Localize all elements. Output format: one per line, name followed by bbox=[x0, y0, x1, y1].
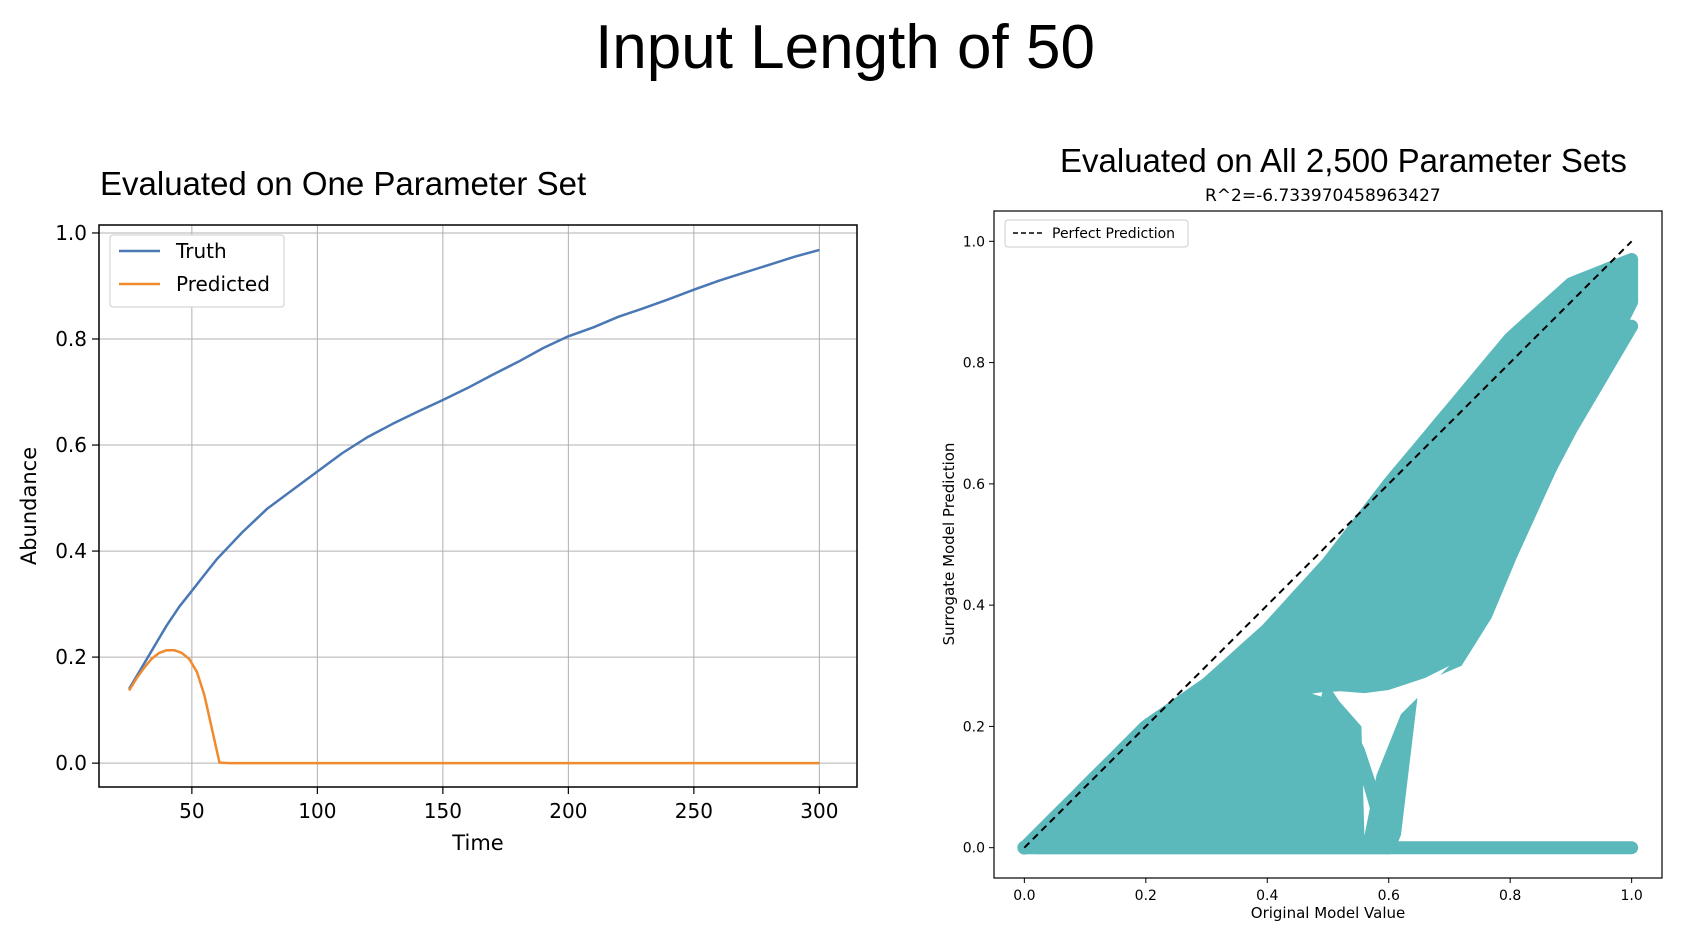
left-chart-frame bbox=[98, 224, 858, 788]
y-tick-label: 0.4 bbox=[963, 598, 985, 614]
left-chart-ylabel: Abundance bbox=[17, 447, 41, 565]
y-tick-label: 0.2 bbox=[55, 645, 87, 669]
y-tick-label: 0.0 bbox=[55, 751, 87, 775]
scatter-loop bbox=[1019, 824, 1102, 853]
left-chart-legend: Truth Predicted bbox=[109, 234, 285, 308]
legend-predicted-label: Predicted bbox=[176, 272, 270, 296]
left-chart-ticks: 50 100 150 200 250 300 0.0 0.2 0.4 0.6 0.8 1.0 bbox=[55, 221, 838, 823]
page-title: Input Length of 50 bbox=[595, 13, 1095, 82]
x-tick-label: 250 bbox=[675, 799, 713, 823]
scatter-gap bbox=[1309, 665, 1450, 836]
left-line-chart: 50 100 150 200 250 300 0.0 0.2 0.4 0.6 0.8 1.0 Time… bbox=[17, 221, 858, 855]
right-chart-frame bbox=[993, 210, 1663, 879]
legend-truth-label: Truth bbox=[175, 239, 227, 263]
truth-line bbox=[128, 248, 820, 690]
left-chart-title: Evaluated on One Parameter Set bbox=[100, 165, 587, 202]
y-tick-label: 0.8 bbox=[963, 356, 985, 372]
scatter-mass bbox=[1017, 253, 1639, 855]
y-tick-label: 0.4 bbox=[55, 539, 87, 563]
y-tick-label: 0.0 bbox=[963, 841, 985, 857]
right-chart-title: Evaluated on All 2,500 Parameter Sets bbox=[1060, 142, 1627, 179]
right-chart-ticks: 0.0 0.2 0.4 0.6 0.8 1.0 0.0 0.2 0.4 0.6 0.8 1.0 bbox=[963, 234, 1643, 904]
x-tick-label: 0.4 bbox=[1256, 888, 1278, 904]
right-chart-legend: Perfect Prediction bbox=[1004, 219, 1189, 248]
right-scatter-chart: 0.0 0.2 0.4 0.6 0.8 1.0 0.0 0.2 0.4 0.6 0.8 1.0 Ori… bbox=[940, 210, 1663, 922]
left-chart-grid bbox=[99, 225, 857, 787]
x-tick-label: 300 bbox=[800, 799, 838, 823]
x-tick-label: 0.8 bbox=[1499, 888, 1521, 904]
legend-box bbox=[109, 234, 285, 308]
right-chart-xlabel: Original Model Value bbox=[1251, 904, 1405, 922]
legend-perfect-label: Perfect Prediction bbox=[1052, 226, 1175, 242]
right-chart-subtitle: R^2=-6.733970458963427 bbox=[1205, 186, 1441, 206]
predicted-line bbox=[128, 648, 820, 765]
y-tick-label: 1.0 bbox=[55, 221, 87, 245]
x-tick-label: 50 bbox=[179, 799, 204, 823]
scatter-gap bbox=[1400, 344, 1632, 836]
x-tick-label: 200 bbox=[549, 799, 587, 823]
x-tick-label: 1.0 bbox=[1621, 888, 1643, 904]
x-tick-label: 0.6 bbox=[1378, 888, 1400, 904]
y-tick-label: 0.6 bbox=[55, 433, 87, 457]
scatter-branch-a bbox=[1291, 319, 1639, 697]
left-chart-series bbox=[128, 248, 820, 765]
x-tick-label: 0.0 bbox=[1013, 888, 1035, 904]
y-tick-label: 0.2 bbox=[963, 719, 985, 735]
y-tick-label: 0.6 bbox=[963, 477, 985, 493]
x-tick-label: 100 bbox=[298, 799, 336, 823]
x-tick-label: 0.2 bbox=[1135, 888, 1157, 904]
legend-box bbox=[1004, 219, 1189, 248]
y-tick-label: 1.0 bbox=[963, 234, 985, 250]
scatter-points bbox=[1017, 253, 1639, 855]
y-tick-label: 0.8 bbox=[55, 327, 87, 351]
x-tick-label: 150 bbox=[424, 799, 462, 823]
right-chart-ylabel: Surrogate Model Prediction bbox=[940, 443, 958, 646]
scatter-branch-b bbox=[1321, 689, 1396, 855]
left-chart-xlabel: Time bbox=[451, 831, 503, 855]
